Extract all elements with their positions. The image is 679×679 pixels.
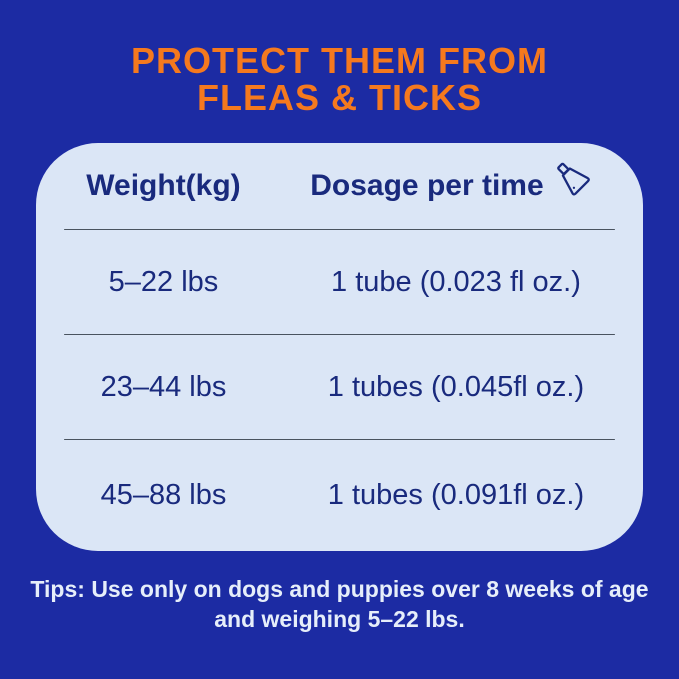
dosage-cell: 1 tubes (0.045fl oz.) — [327, 370, 585, 403]
table-row: 23–44 lbs 1 tubes (0.045fl oz.) — [36, 335, 643, 439]
column-header-weight: Weight(kg) — [86, 169, 241, 202]
dosage-table-card: Weight(kg) Dosage per time 5–22 lbs 1 — [36, 143, 643, 551]
row-divider — [64, 229, 615, 230]
page-title: PROTECT THEM FROM FLEAS & TICKS — [0, 0, 679, 116]
table-row: 5–22 lbs 1 tube (0.023 fl oz.) — [36, 230, 643, 334]
spot-on-tube-icon — [550, 154, 602, 206]
column-header-dosage-label: Dosage per time — [310, 169, 544, 202]
dosage-cell: 1 tubes (0.091fl oz.) — [327, 479, 585, 511]
tips-line2: and weighing 5–22 lbs. — [214, 606, 465, 632]
table-header-row: Weight(kg) Dosage per time — [36, 143, 643, 229]
weight-cell: 5–22 lbs — [108, 265, 219, 298]
page-title-line2: FLEAS & TICKS — [196, 77, 482, 118]
weight-cell: 23–44 lbs — [100, 370, 227, 403]
column-header-dosage: Dosage per time — [291, 160, 643, 212]
page-title-line1: PROTECT THEM FROM — [131, 40, 548, 81]
dosage-cell: 1 tube (0.023 fl oz.) — [331, 265, 581, 298]
row-divider — [64, 334, 615, 335]
row-divider — [64, 439, 615, 440]
weight-cell: 45–88 lbs — [100, 479, 227, 511]
tips-line1: Tips: Use only on dogs and puppies over … — [30, 576, 649, 602]
tips-note: Tips: Use only on dogs and puppies over … — [30, 574, 650, 634]
table-row: 45–88 lbs 1 tubes (0.091fl oz.) — [36, 440, 643, 551]
